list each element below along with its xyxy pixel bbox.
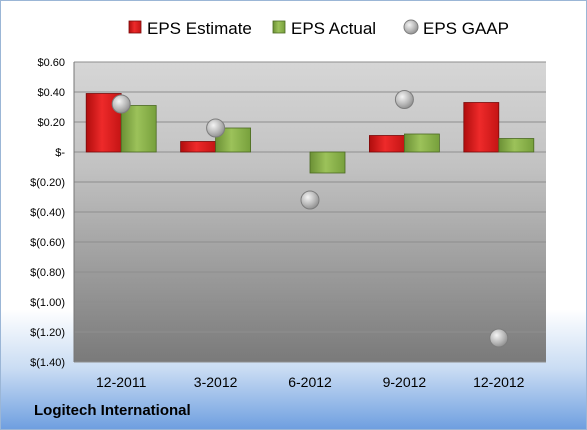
legend-item: EPS Actual <box>272 19 376 38</box>
x-tick-label: 9-2012 <box>383 374 427 390</box>
legend-item: EPS GAAP <box>403 19 509 38</box>
y-tick-label: $(1.00) <box>30 297 65 309</box>
legend-label: EPS GAAP <box>423 19 509 38</box>
legend-swatch <box>128 20 142 34</box>
y-tick-label: $(0.20) <box>30 177 65 189</box>
legend-swatch <box>272 20 286 34</box>
legend-swatch <box>403 19 419 35</box>
x-tick-label: 12-2011 <box>96 374 147 390</box>
y-tick-label: $0.40 <box>37 87 65 99</box>
x-tick-label: 12-2012 <box>473 374 525 390</box>
y-tick-label: $- <box>55 147 65 159</box>
x-tick-label: 3-2012 <box>194 374 238 390</box>
bar-eps-estimate <box>463 102 500 153</box>
point-eps-gaap <box>111 94 131 114</box>
bar-eps-actual <box>309 151 346 174</box>
y-tick-label: $(1.20) <box>30 327 65 339</box>
bar-eps-estimate <box>85 93 122 153</box>
bar-eps-estimate <box>368 135 405 153</box>
y-tick-label: $0.60 <box>37 57 65 69</box>
legend-label: EPS Estimate <box>147 19 252 38</box>
point-eps-gaap <box>489 328 509 348</box>
y-tick-label: $0.20 <box>37 117 65 129</box>
company-name: Logitech International <box>34 402 191 419</box>
bar-eps-actual <box>498 138 535 153</box>
point-eps-gaap <box>300 190 320 210</box>
y-tick-label: $(0.60) <box>30 237 65 249</box>
point-eps-gaap <box>394 90 414 109</box>
legend-item: EPS Estimate <box>128 19 252 38</box>
bar-eps-estimate <box>180 141 217 153</box>
y-tick-label: $(1.40) <box>30 357 65 369</box>
bar-eps-actual <box>403 133 440 153</box>
point-eps-gaap <box>206 118 226 138</box>
y-tick-label: $(0.40) <box>30 207 65 219</box>
legend-label: EPS Actual <box>291 19 376 38</box>
y-tick-label: $(0.80) <box>30 267 65 279</box>
bar-eps-actual <box>120 105 157 153</box>
x-tick-label: 6-2012 <box>288 374 332 390</box>
